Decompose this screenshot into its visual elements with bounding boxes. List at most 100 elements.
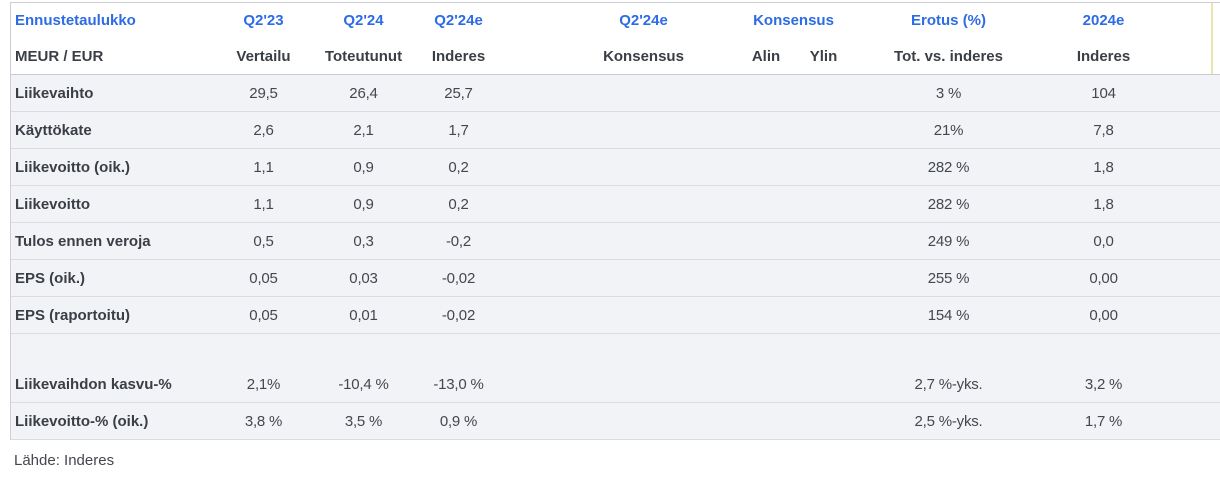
cell-value: 0,2: [411, 148, 506, 186]
header-row-series: MEUR / EUR Vertailu Toteutunut Inderes K…: [11, 38, 1220, 75]
cell-value: [796, 74, 852, 112]
cell-value: [506, 222, 736, 260]
cell-value: -0,2: [411, 222, 506, 260]
table-row: Liikevaihto 29,5 26,4 25,7 3 % 104: [11, 74, 1220, 112]
filler-cell: [1161, 366, 1220, 403]
cell-value: [411, 333, 506, 366]
cell-value: [851, 333, 1047, 366]
table-row: EPS (oik.) 0,05 0,03 -0,02 255 % 0,00: [11, 259, 1220, 297]
cell-value: 0,00: [1046, 296, 1162, 334]
cell-value: 0,00: [1046, 259, 1162, 297]
cell-value: 1,7: [411, 111, 506, 149]
cell-value: 2,5 %-yks.: [851, 402, 1047, 440]
filler-cell: [1161, 111, 1220, 149]
cell-value: 0,05: [211, 259, 316, 297]
header-row-periods: Ennustetaulukko Q2'23 Q2'24 Q2'24e Q2'24…: [11, 3, 1220, 38]
filler-cell: [1161, 296, 1220, 334]
header-q2-24e-konsensus: Q2'24e: [506, 3, 736, 38]
table-row: Liikevoitto (oik.) 1,1 0,9 0,2 282 % 1,8: [11, 148, 1220, 186]
cell-value: [736, 222, 796, 260]
cell-value: -13,0 %: [411, 366, 506, 403]
table-header: Ennustetaulukko Q2'23 Q2'24 Q2'24e Q2'24…: [11, 3, 1220, 75]
cell-value: 282 %: [851, 148, 1047, 186]
table-body: Liikevaihto 29,5 26,4 25,7 3 % 104 Käyttökate 2…: [11, 74, 1220, 440]
cell-value: -10,4 %: [316, 366, 411, 403]
cell-value: 1,1: [211, 185, 316, 223]
cell-value: [736, 74, 796, 112]
cell-value: [796, 148, 852, 186]
filler-cell: [1161, 148, 1220, 186]
cell-value: 7,8: [1046, 111, 1162, 149]
row-label: Liikevaihto: [11, 74, 211, 112]
header-q2-24e-inderes: Q2'24e: [411, 3, 506, 38]
cell-value: 0,0: [1046, 222, 1162, 260]
cell-value: 2,1%: [211, 366, 316, 403]
cell-value: [506, 402, 736, 440]
cell-value: [736, 402, 796, 440]
row-label: [11, 333, 211, 366]
header-inderes-2024e: Inderes: [1046, 38, 1162, 75]
table-row: Tulos ennen veroja 0,5 0,3 -0,2 249 % 0,0: [11, 222, 1220, 260]
cell-value: [506, 296, 736, 334]
cell-value: [796, 402, 852, 440]
cell-value: [796, 222, 852, 260]
cell-value: 3,2 %: [1046, 366, 1162, 403]
source-note: Lähde: Inderes: [0, 440, 1220, 480]
cell-value: [506, 148, 736, 186]
cell-value: 2,6: [211, 111, 316, 149]
cell-value: [796, 333, 852, 366]
header-vertailu: Vertailu: [211, 38, 316, 75]
cell-value: [211, 333, 316, 366]
header-accent-edge: [1211, 3, 1213, 74]
row-label: EPS (raportoitu): [11, 296, 211, 334]
cell-value: 282 %: [851, 185, 1047, 223]
cell-value: 255 %: [851, 259, 1047, 297]
header-inderes: Inderes: [411, 38, 506, 75]
header-filler: [1161, 3, 1220, 38]
filler-cell: [1161, 222, 1220, 260]
cell-value: [506, 333, 736, 366]
header-erotus: Erotus (%): [851, 3, 1047, 38]
row-label: Käyttökate: [11, 111, 211, 149]
table-row: Liikevoitto 1,1 0,9 0,2 282 % 1,8: [11, 185, 1220, 223]
filler-cell: [1161, 185, 1220, 223]
spacer-row: [11, 333, 1220, 366]
header-q2-24: Q2'24: [316, 3, 411, 38]
cell-value: 3,8 %: [211, 402, 316, 440]
cell-value: 154 %: [851, 296, 1047, 334]
filler-cell: [1161, 402, 1220, 440]
cell-value: 1,7 %: [1046, 402, 1162, 440]
cell-value: [506, 74, 736, 112]
header-toteutunut: Toteutunut: [316, 38, 411, 75]
row-label: Liikevoitto (oik.): [11, 148, 211, 186]
cell-value: 29,5: [211, 74, 316, 112]
cell-value: 0,03: [316, 259, 411, 297]
cell-value: 1,8: [1046, 185, 1162, 223]
cell-value: 2,7 %-yks.: [851, 366, 1047, 403]
cell-value: 0,2: [411, 185, 506, 223]
cell-value: [736, 111, 796, 149]
table-row: Liikevaihdon kasvu-% 2,1% -10,4 % -13,0 % 2,…: [11, 366, 1220, 403]
cell-value: [796, 259, 852, 297]
header-2024e: 2024e: [1046, 3, 1162, 38]
cell-value: [796, 366, 852, 403]
header-konsensus-group: Konsensus: [736, 3, 852, 38]
cell-value: [736, 333, 796, 366]
cell-value: 26,4: [316, 74, 411, 112]
header-q2-23: Q2'23: [211, 3, 316, 38]
row-label: Liikevoitto-% (oik.): [11, 402, 211, 440]
forecast-table-frame: Ennustetaulukko Q2'23 Q2'24 Q2'24e Q2'24…: [10, 2, 1220, 440]
cell-value: [506, 111, 736, 149]
cell-value: 3,5 %: [316, 402, 411, 440]
cell-value: 25,7: [411, 74, 506, 112]
cell-value: [736, 185, 796, 223]
cell-value: 0,9: [316, 148, 411, 186]
cell-value: [736, 366, 796, 403]
filler-cell: [1161, 74, 1220, 112]
cell-value: [506, 366, 736, 403]
cell-value: [506, 259, 736, 297]
unit-label: MEUR / EUR: [11, 38, 211, 75]
table-row: Liikevoitto-% (oik.) 3,8 % 3,5 % 0,9 % 2,5 %…: [11, 402, 1220, 440]
row-label: Liikevoitto: [11, 185, 211, 223]
header-alin: Alin: [736, 38, 796, 75]
